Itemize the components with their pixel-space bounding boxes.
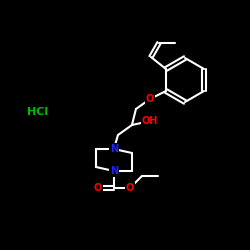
- Text: O: O: [146, 94, 154, 104]
- Text: O: O: [126, 183, 134, 193]
- Text: HCl: HCl: [28, 107, 48, 117]
- Text: N: N: [110, 166, 118, 176]
- Text: N: N: [110, 144, 118, 154]
- Text: OH: OH: [142, 116, 158, 126]
- Text: O: O: [94, 183, 102, 193]
